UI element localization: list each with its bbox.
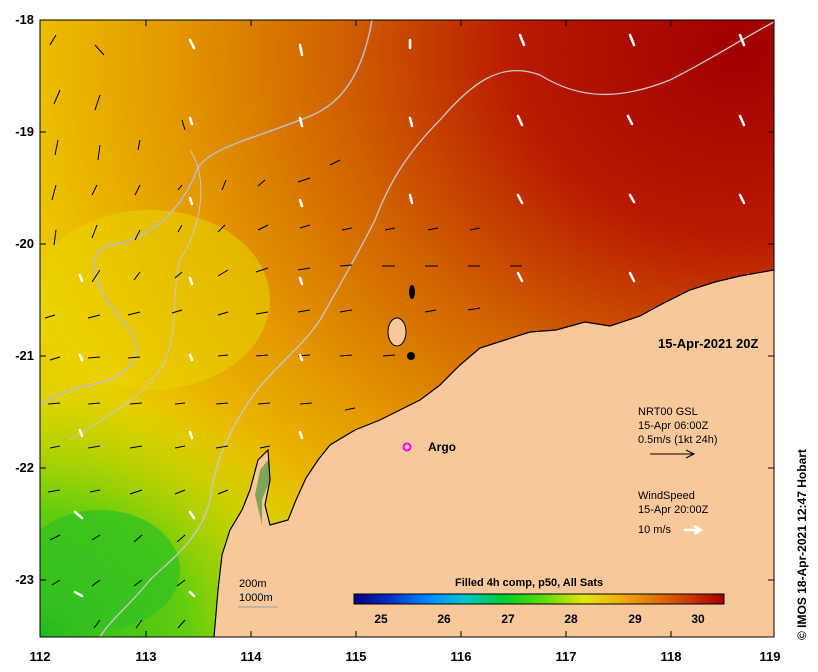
colorbar-tick: 26 [437, 612, 451, 626]
axis-ticks [40, 19, 774, 637]
colorbar-tick: 29 [628, 612, 642, 626]
x-tick-label: 116 [450, 649, 472, 664]
colorbar-tick: 25 [374, 612, 388, 626]
x-tick-label: 114 [240, 649, 262, 664]
colorbar-tick: 27 [501, 612, 515, 626]
colorbar-title: Filled 4h comp, p50, All Sats [455, 577, 604, 589]
argo-marker[interactable] [402, 442, 412, 452]
current-legend-scale: 0.5m/s (1kt 24h) [638, 434, 718, 446]
y-tick-label: -20 [15, 236, 34, 251]
x-tick-label: 115 [345, 649, 367, 664]
colorbar-tick: 28 [564, 612, 578, 626]
x-tick-label: 113 [135, 649, 157, 664]
current-legend-title: NRT00 GSL [638, 406, 698, 418]
land-mass [214, 270, 774, 637]
sst-yellow-band [40, 210, 270, 390]
isobath-inner-line [69, 149, 202, 441]
map-frame [39, 19, 775, 638]
wind-arrows [73, 33, 746, 598]
argo-label: Argo [428, 440, 456, 454]
wind-legend-time: 15-Apr 20:00Z [638, 504, 709, 516]
colorbar [353, 593, 725, 605]
x-tick-label: 117 [555, 649, 577, 664]
timestamp-label: 15-Apr-2021 20Z [658, 336, 759, 351]
small-island-2 [407, 352, 415, 360]
y-tick-label: -23 [15, 572, 34, 587]
wind-legend-title: WindSpeed [638, 490, 695, 502]
isobath-1000m-label: 1000m [239, 592, 273, 604]
y-tick-label: -18 [15, 12, 34, 27]
colorbar-tick: 30 [691, 612, 705, 626]
x-tick-label: 119 [759, 649, 781, 664]
barrow-island [387, 317, 407, 347]
credit-label: © IMOS 18-Apr-2021 12:47 Hobart [795, 449, 809, 640]
isobath-200m-line [99, 21, 774, 637]
y-tick-label: -19 [15, 124, 34, 139]
wind-legend-scale: 10 m/s [638, 524, 672, 536]
wind-legend-arrow [684, 524, 704, 536]
isobath-200m-label: 200m [239, 578, 267, 590]
peninsula-shadow [255, 460, 270, 525]
coastline [213, 269, 774, 637]
x-tick-label: 118 [660, 649, 682, 664]
sst-cool-core [40, 510, 180, 630]
y-tick-label: -21 [15, 348, 34, 363]
x-tick-label: 112 [29, 649, 51, 664]
y-tick-label: -22 [15, 460, 34, 475]
current-legend-time: 15-Apr 06:00Z [638, 420, 709, 432]
small-island-1 [409, 285, 415, 299]
current-legend-arrow [650, 449, 696, 459]
current-arrows [44, 34, 522, 629]
